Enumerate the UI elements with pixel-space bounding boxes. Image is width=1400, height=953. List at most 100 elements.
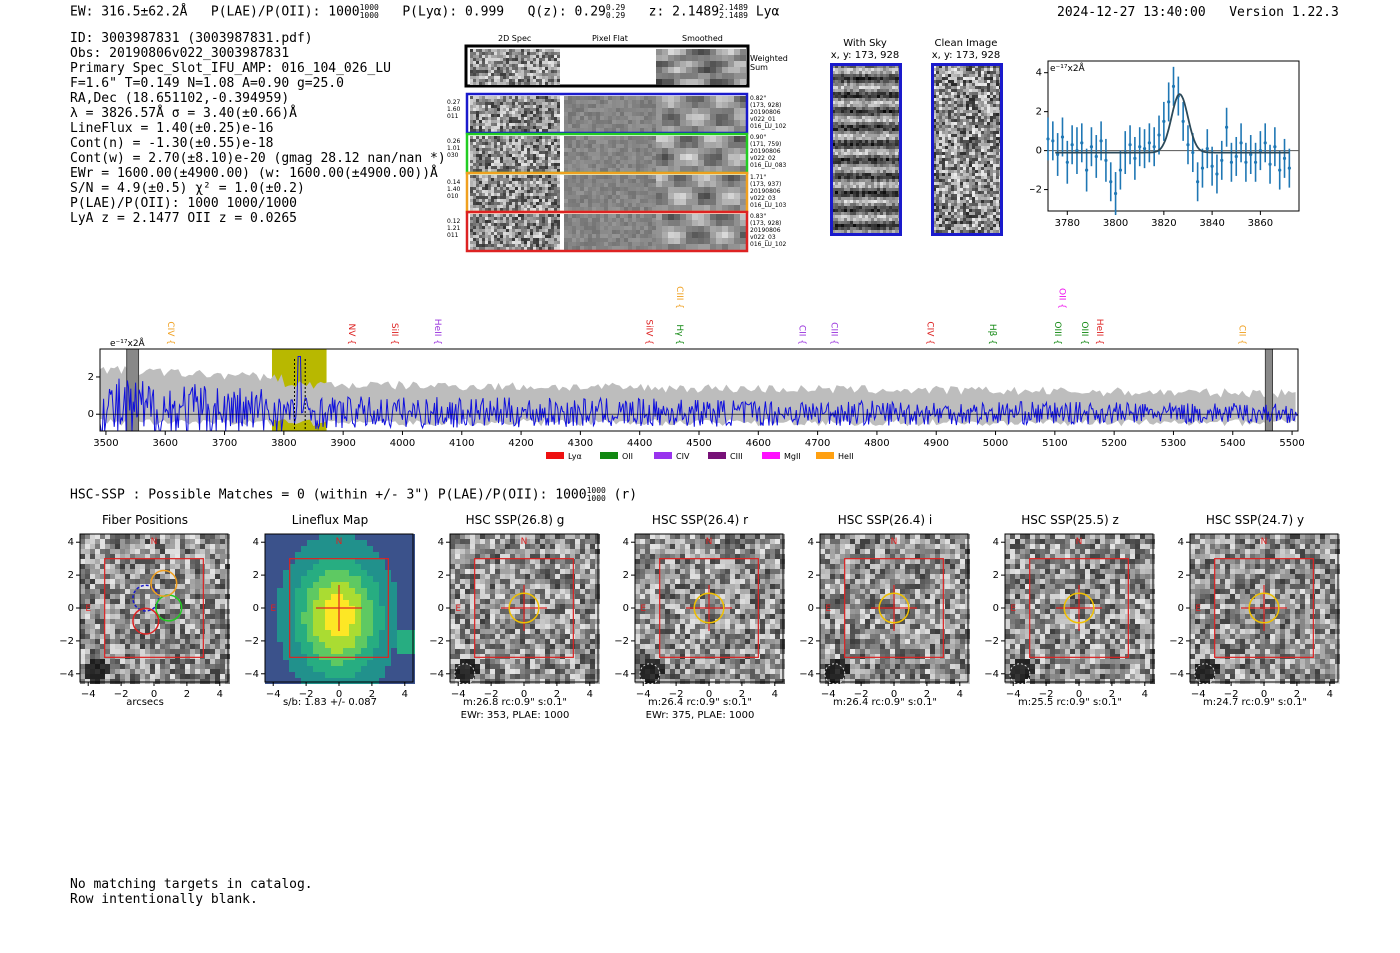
panel-xtick-label: 0 — [706, 689, 712, 700]
panel-ytick-label: −4 — [1169, 669, 1184, 680]
row-3-pixel-flat — [564, 175, 656, 211]
panel-ytick-label: −2 — [429, 636, 444, 647]
spec-legend-swatch — [654, 452, 672, 459]
with-sky-pixels — [832, 65, 901, 236]
info-fit-params: F=1.6" T=0.149 N=1.08 A=0.90 g=25.0 — [70, 76, 344, 91]
zoom-data-point — [1220, 158, 1224, 162]
zoom-ytick-label: 4 — [1036, 68, 1042, 79]
spec-legend-label: OII — [622, 452, 633, 461]
panel-ytick-label: −2 — [984, 636, 999, 647]
spec-line-id-hγ: Hγ { — [674, 324, 684, 345]
panel-ytick-label: −4 — [984, 669, 999, 680]
north-label: N — [891, 537, 898, 547]
row-3-smoothed — [656, 175, 746, 211]
zoom-data-point — [1249, 152, 1253, 157]
panel-caption: m:26.4 rc:0.9" s:0.1" — [647, 697, 753, 708]
panel-xtick-label: −2 — [854, 689, 869, 700]
spec-xtick-label: 4900 — [924, 438, 949, 449]
panel-ytick-label: 4 — [253, 537, 259, 548]
spec-legend-swatch — [546, 452, 564, 459]
hsc-summary-sub: 1000 — [586, 494, 606, 503]
zoom-data-point — [1099, 139, 1103, 143]
east-label: E — [85, 604, 91, 614]
aperture-box — [844, 558, 944, 658]
east-label: E — [640, 604, 646, 614]
panel-image: N E −4 4 −2 2 0 0 2 −2 4 −4 — [59, 533, 230, 700]
panel-pixels — [450, 534, 600, 684]
panel-caption: m:26.8 rc:0.9" s:0.1" — [462, 697, 568, 708]
panel-ytick-label: 2 — [253, 570, 259, 581]
panel-ytick-label: 4 — [438, 537, 444, 548]
zoom-gaussian-fit — [1055, 93, 1290, 154]
panel-ytick-label: −4 — [429, 669, 444, 680]
east-label: E — [1010, 604, 1016, 614]
spec-xtick-label: 5500 — [1279, 438, 1304, 449]
col-header-2d-spec: 2D Spec — [498, 34, 532, 43]
panel-ytick-label: 2 — [438, 570, 444, 581]
info-obs: Obs: 20190806v022_3003987831 — [70, 46, 290, 61]
panel-ytick-label: 4 — [808, 537, 814, 548]
zoom-ytick-label: −2 — [1030, 185, 1042, 196]
zoom-data-point — [1075, 149, 1079, 153]
info-radec: RA,Dec (18.651102,-0.394959) — [70, 91, 290, 106]
spec-legend-swatch — [600, 452, 618, 459]
aperture-box — [1029, 558, 1129, 658]
spec-xtick-label: 3600 — [153, 438, 178, 449]
spec-line-id-siiv: SiIV { — [643, 319, 653, 345]
cutout-row-4-right: 0.83" (173, 928) 20190806 v022_03 016_LU_102 — [750, 213, 787, 248]
zoom-xtick-label: 3800 — [1103, 218, 1128, 229]
zoom-data-point — [1152, 145, 1156, 149]
north-label: N — [1076, 537, 1083, 547]
weighted-sum-label: Weighted Sum — [750, 54, 788, 72]
panel-xtick-label: 0 — [151, 689, 157, 700]
panel-image: N E −4 4 −2 2 0 0 2 −2 4 −4 — [984, 533, 1155, 700]
east-label: E — [270, 604, 276, 614]
qz-sub: 0.29 — [605, 11, 626, 20]
with-sky-image — [830, 63, 902, 236]
spec-legend-label: Lyα — [568, 452, 582, 461]
panel-title: HSC SSP(25.5) z — [1021, 513, 1119, 527]
panel-title: HSC SSP(24.7) y — [1205, 513, 1305, 527]
footer-line-1: No matching targets in catalog. — [70, 877, 313, 892]
east-label: E — [455, 604, 461, 614]
spec-xtick-label: 3800 — [271, 438, 296, 449]
zoom-data-point — [1133, 156, 1137, 161]
panel-ytick-label: 2 — [808, 570, 814, 581]
panel-caption-2: EWr: 375, PLAE: 1000 — [645, 710, 755, 721]
panel-xtick-label: 2 — [554, 689, 560, 700]
spec-xtick-label: 4800 — [864, 438, 889, 449]
zoom-data-point — [1118, 168, 1123, 172]
cutout-row-3-right: 1.71" (173, 937) 20190806 v022_03 016_LU_103 — [750, 174, 787, 209]
footer-notes: No matching targets in catalog. Row inte… — [70, 877, 313, 907]
cutout-row-2-left: 0.26 1.01 030 — [447, 138, 461, 159]
clean-image-title: Clean Image — [934, 38, 998, 49]
row-2-smoothed — [656, 136, 746, 172]
footer-line-2: Row intentionally blank. — [70, 892, 258, 907]
with-sky-frame — [830, 63, 902, 236]
panel-xtick-label: −4 — [451, 689, 466, 700]
panel-pixels — [80, 534, 230, 684]
panel-image: N E −4 4 −2 2 0 0 2 −2 4 −4 — [429, 533, 600, 700]
spec-xtick-label: 3900 — [330, 438, 355, 449]
panel-xtick-label: 2 — [924, 689, 930, 700]
spec-legend-label: HeII — [838, 452, 854, 461]
info-block: ID: 3003987831 (3003987831.pdf) Obs: 201… — [70, 31, 446, 226]
panel-ytick-label: −2 — [244, 636, 259, 647]
hsc-summary: HSC-SSP : Possible Matches = 0 (within +… — [70, 487, 637, 503]
panel-ytick-label: 0 — [253, 603, 259, 614]
with-sky-header: With Sky x, y: 173, 928 — [820, 38, 910, 62]
panel-xtick-label: −4 — [81, 689, 96, 700]
spec-xtick-label: 4400 — [627, 438, 652, 449]
spec-line-id-ciii: CIII { — [674, 286, 684, 309]
east-label: E — [825, 604, 831, 614]
panel-ytick-label: −2 — [799, 636, 814, 647]
full-spectrum-chart: 3500 3600 3700 3800 3900 4000 4100 4200 4300 4400… — [88, 286, 1305, 461]
target-aperture-circle — [1248, 592, 1280, 624]
north-label: N — [521, 537, 528, 547]
spec-line-id-ciii: CIII { — [828, 322, 838, 345]
clean-image-frame — [931, 63, 1003, 236]
panel-ytick-label: 0 — [1178, 603, 1184, 614]
panel-ytick-label: 4 — [993, 537, 999, 548]
panel-ytick-label: −2 — [1169, 636, 1184, 647]
north-label: N — [151, 537, 158, 547]
